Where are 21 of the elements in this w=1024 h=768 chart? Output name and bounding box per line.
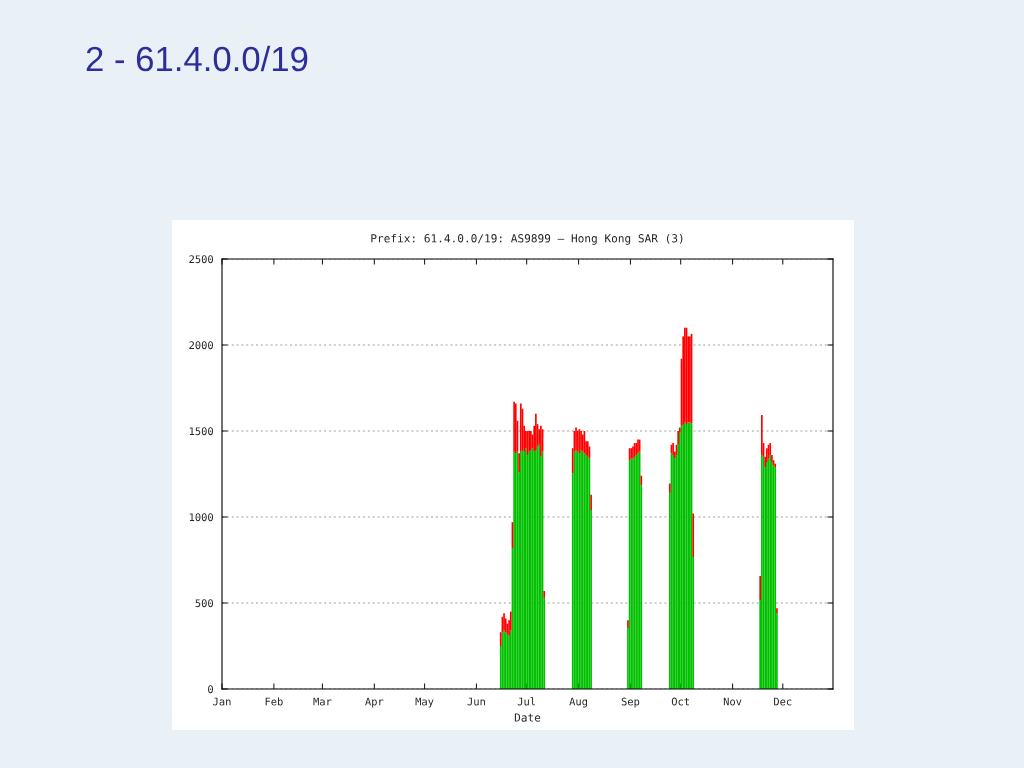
y-tick-label: 2000 [189,341,213,350]
x-tick-label: May [415,697,434,708]
y-tick-label: 500 [195,599,213,608]
y-tick-label: 2500 [189,255,213,264]
x-tick-label: Oct [671,697,690,706]
x-tick-label: Jan [213,697,231,706]
x-tick-label: Aug [569,697,587,708]
y-tick-label: 1500 [189,427,213,436]
x-tick-label: Feb [265,697,283,706]
chart-subtitle: Prefix: 61.4.0.0/19: AS9899 – Hong Kong SAR (3) [371,233,683,245]
x-tick-label: Mar [313,697,332,706]
y-tick-label: 1000 [189,513,213,522]
x-axis-title: Date [514,713,541,722]
y-tick-label: 0 [208,685,213,694]
chart-title: 2 - 61.4.0.0/19 [86,45,308,72]
x-tick-label: Sep [621,697,640,708]
x-tick-label: Jul [517,697,536,706]
x-tick-label: Apr [365,697,384,708]
x-tick-label: Nov [723,697,742,706]
x-tick-label: Jun [467,697,485,706]
x-tick-label: Dec [774,697,792,706]
